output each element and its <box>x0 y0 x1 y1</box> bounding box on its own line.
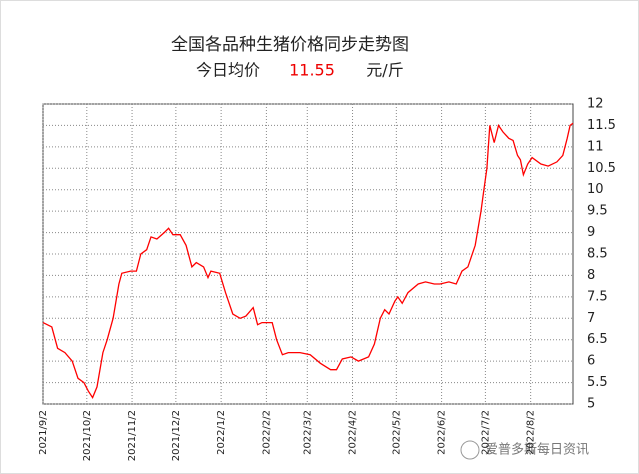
y-tick-label: 8 <box>587 268 595 283</box>
x-tick-label: 2021/12/2 <box>171 410 182 461</box>
watermark-icon <box>460 440 480 460</box>
price-label: 今日均价 <box>196 61 260 80</box>
y-tick-label: 12 <box>587 97 604 112</box>
y-tick-label: 6.5 <box>587 332 608 347</box>
y-tick-label: 10 <box>587 182 604 197</box>
x-tick-label: 2022/2/2 <box>261 410 272 455</box>
x-tick-label: 2021/11/2 <box>127 410 138 461</box>
x-tick-label: 2022/6/2 <box>437 410 448 455</box>
y-tick-label: 9 <box>587 225 595 240</box>
y-tick-label: 11.5 <box>587 118 616 133</box>
x-tick-label: 2021/10/2 <box>82 410 93 461</box>
x-tick-label: 2022/5/2 <box>391 410 402 455</box>
y-tick-label: 6 <box>587 354 595 369</box>
y-tick-label: 8.5 <box>587 247 608 262</box>
x-tick-label: 2022/3/2 <box>302 410 313 455</box>
x-tick-label: 2022/7/2 <box>480 410 491 455</box>
y-tick-label: 5 <box>587 397 595 412</box>
x-tick-label: 2022/8/2 <box>526 410 537 455</box>
x-tick-label: 2022/1/2 <box>216 410 227 455</box>
x-tick-label: 2022/4/2 <box>348 410 359 455</box>
y-tick-label: 9.5 <box>587 204 608 219</box>
chart-title: 全国各品种生猪价格同步走势图 <box>171 35 409 55</box>
y-tick-label: 5.5 <box>587 375 608 390</box>
x-tick-label: 2021/9/2 <box>38 410 49 455</box>
y-tick-label: 10.5 <box>587 161 616 176</box>
y-tick-label: 7 <box>587 311 595 326</box>
watermark: 爱普多斯每日资讯 <box>485 442 589 458</box>
price-line <box>42 122 574 399</box>
price-unit: 元/斤 <box>366 61 403 80</box>
y-tick-label: 7.5 <box>587 289 608 304</box>
price-value: 11.55 <box>289 61 335 80</box>
y-tick-label: 11 <box>587 139 604 154</box>
